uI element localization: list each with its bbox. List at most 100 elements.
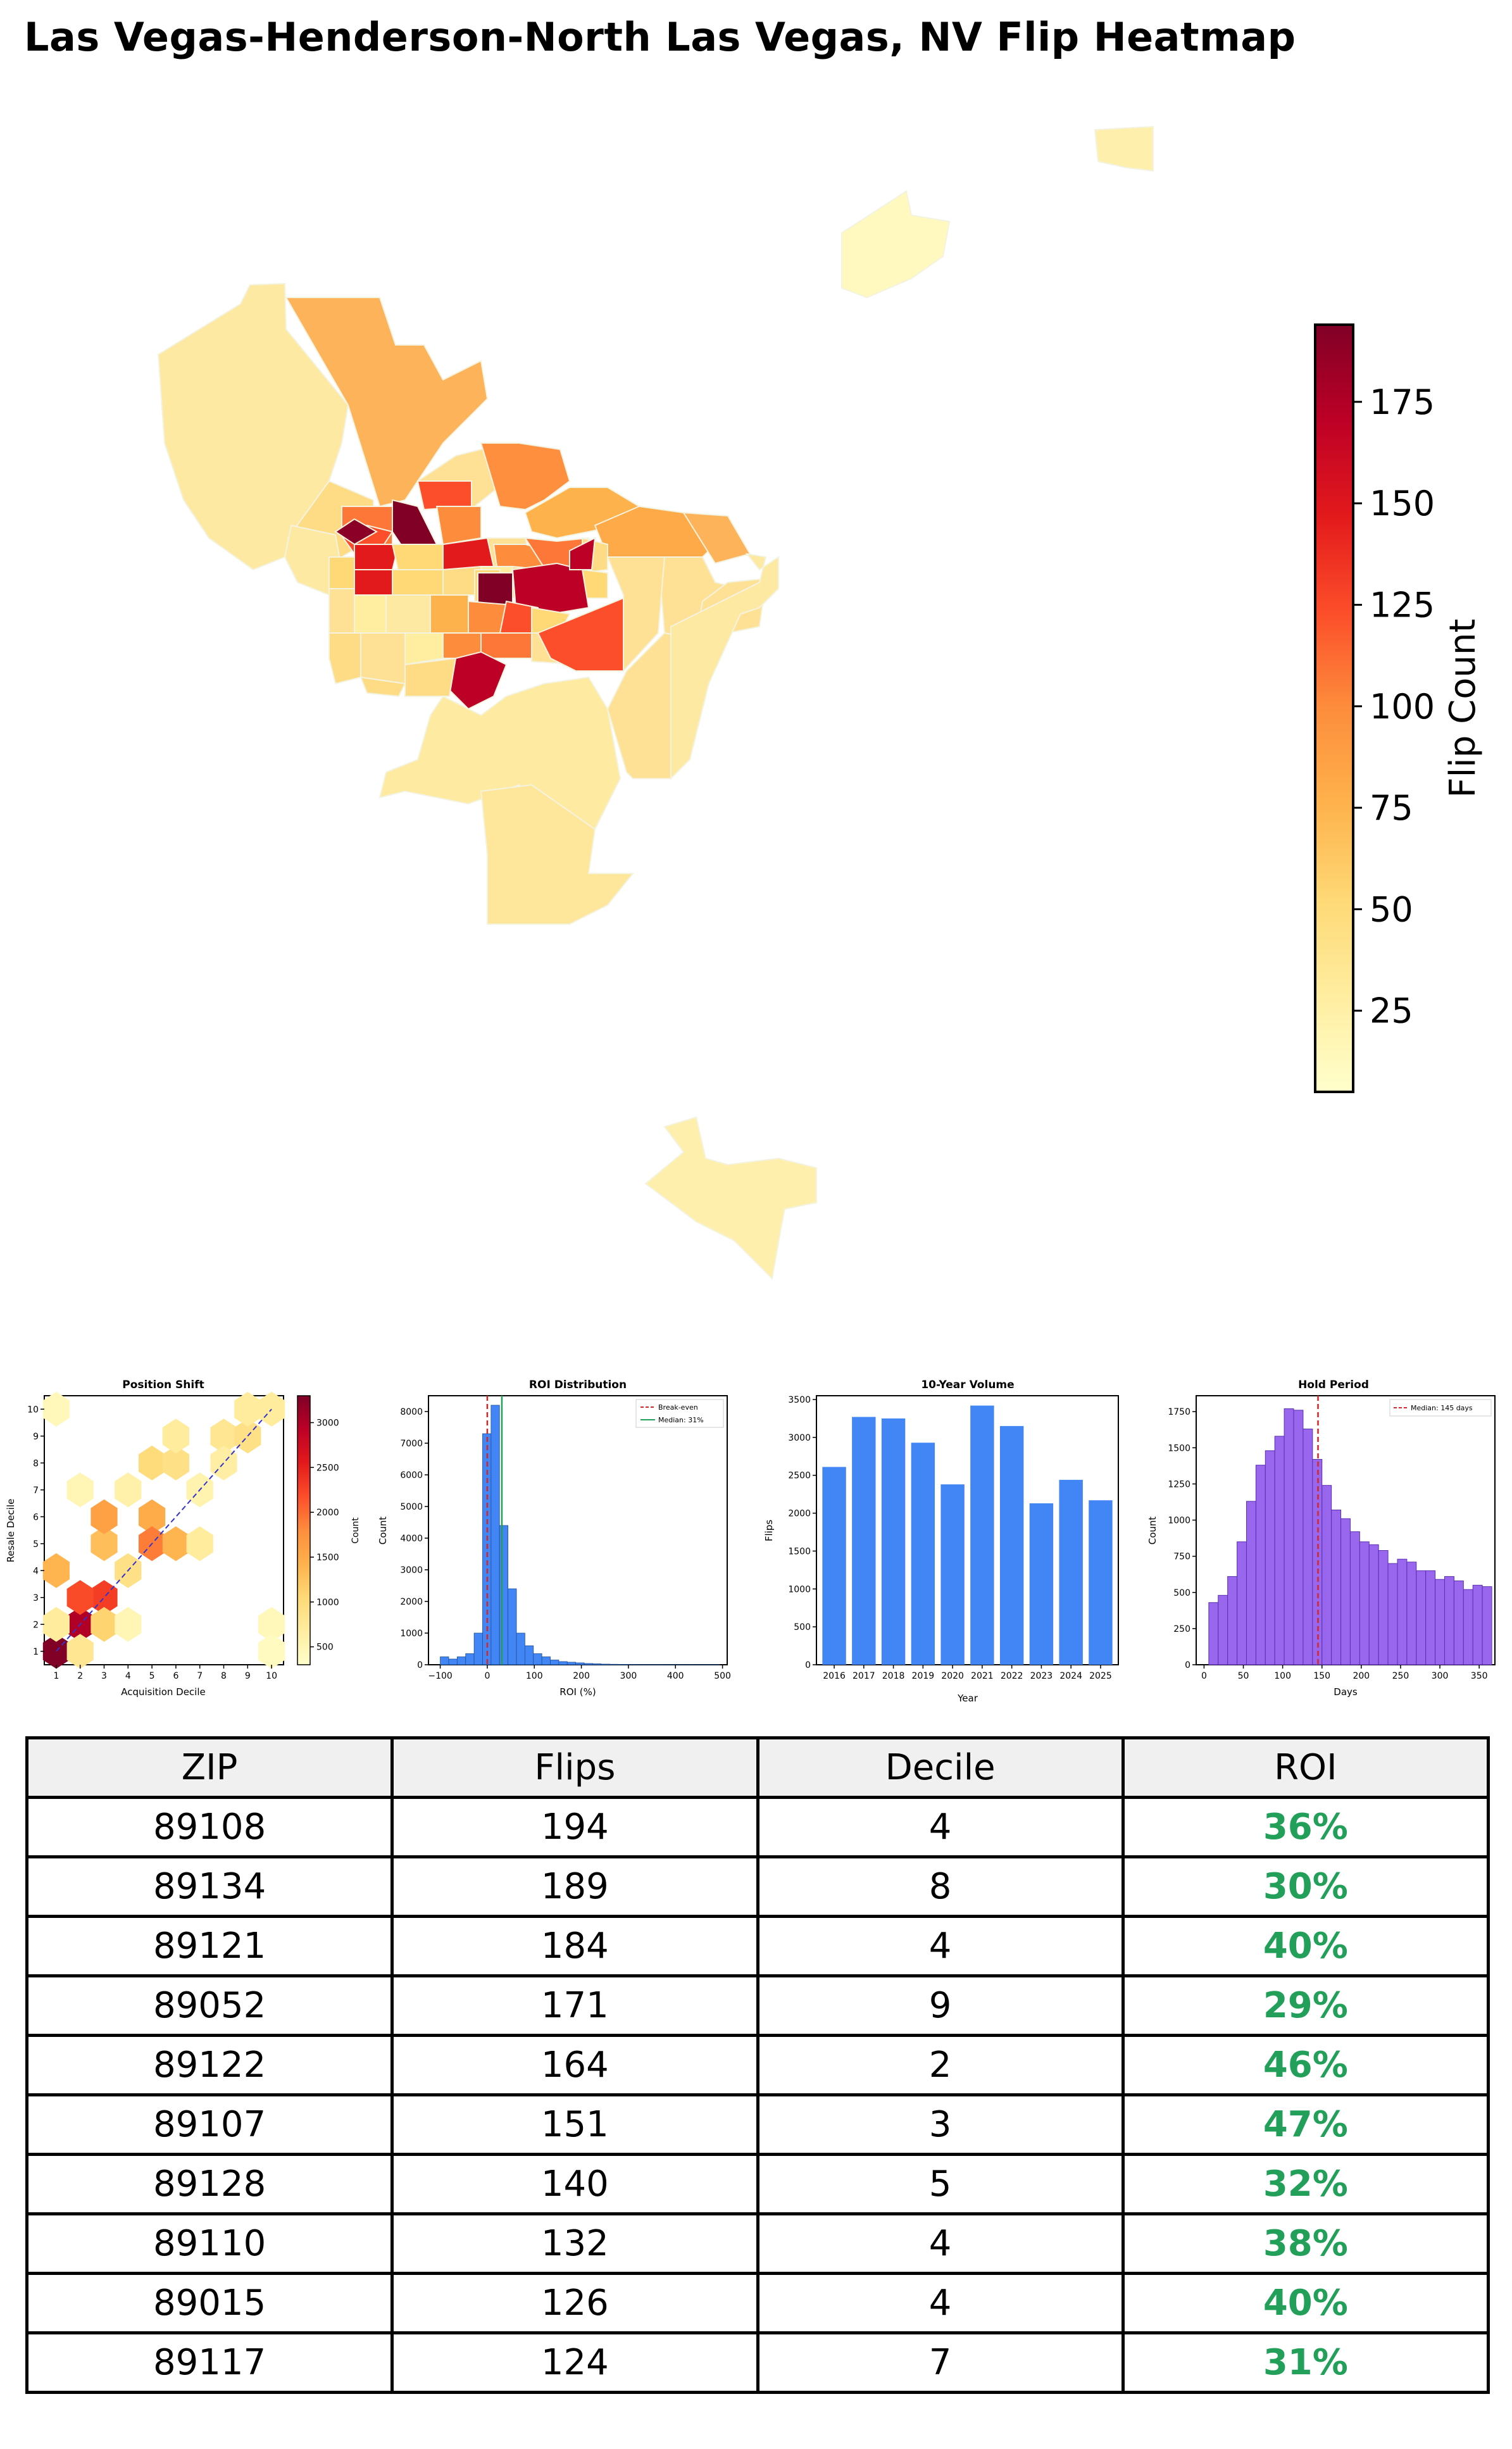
flips-cell: 164 — [390, 2034, 759, 2096]
table-row: 89117 124 7 31% — [25, 2331, 1490, 2394]
roi-bar — [456, 1657, 466, 1665]
hold-x-tick-label: 0 — [1201, 1671, 1207, 1681]
hold-x-tick-label: 50 — [1238, 1671, 1249, 1681]
roi-x-tick-label: 0 — [484, 1671, 490, 1681]
position-shift-xlabel: Acquisition Decile — [121, 1686, 206, 1698]
volume-y-tick-label: 3500 — [788, 1395, 811, 1405]
hold-bar — [1359, 1541, 1370, 1665]
map-region — [477, 572, 513, 605]
roi-y-tick-label: 1000 — [400, 1629, 423, 1639]
hold-bar — [1293, 1410, 1304, 1665]
table-header-decile: Decile — [756, 1736, 1125, 1799]
map-colorbar-label: Flip Count — [1442, 619, 1484, 798]
position-shift-hex — [115, 1607, 142, 1642]
position-shift-hex — [258, 1607, 285, 1642]
decile-cell: 4 — [756, 2272, 1125, 2334]
table-header-zip: ZIP — [25, 1736, 394, 1799]
zip-cell: 89117 — [25, 2331, 394, 2394]
roi-x-tick-label: 400 — [667, 1671, 684, 1681]
map-region — [391, 544, 444, 574]
flips-cell: 184 — [390, 1915, 759, 1977]
position-shift-colorbar-tick-label: 2500 — [316, 1463, 339, 1473]
position-shift-diagonal — [56, 1408, 272, 1652]
roi-bar — [508, 1588, 517, 1665]
map-region — [404, 632, 444, 666]
position-shift-hex — [42, 1553, 70, 1588]
position-shift-y-tick-label: 10 — [27, 1405, 39, 1415]
map-colorbar-tick-label: 25 — [1370, 991, 1413, 1031]
position-shift-x-tick-label: 9 — [245, 1671, 251, 1681]
hold-legend: Median: 145 days — [1389, 1399, 1492, 1417]
roi-y-tick-label: 5000 — [400, 1502, 423, 1512]
roi-distribution-chart: ROI Distribution −100 0 100 200 300 400 500010… — [377, 1379, 731, 1698]
roi-y-tick-label: 8000 — [400, 1407, 423, 1417]
position-shift-hex — [258, 1634, 285, 1669]
volume-bar — [1029, 1503, 1054, 1665]
decile-cell: 4 — [756, 2212, 1125, 2275]
volume-x-tick-label: 2018 — [882, 1671, 905, 1681]
hold-y-tick-label: 0 — [1185, 1660, 1190, 1670]
position-shift-x-tick-label: 2 — [77, 1671, 83, 1681]
hold-bar — [1463, 1589, 1473, 1665]
map-region — [569, 537, 596, 570]
volume-x-tick-label: 2017 — [853, 1671, 875, 1681]
flips-cell: 189 — [390, 1855, 759, 1918]
roi-bar — [558, 1661, 568, 1665]
decile-cell: 9 — [756, 1974, 1125, 2037]
map-region — [430, 594, 469, 634]
flips-cell: 140 — [390, 2153, 759, 2215]
hold-bar — [1425, 1570, 1436, 1665]
hold-y-tick-label: 250 — [1173, 1624, 1190, 1634]
roi-y-tick-label: 7000 — [400, 1439, 423, 1449]
map-region — [537, 597, 624, 672]
flips-cell: 126 — [390, 2272, 759, 2334]
roi-legend: Break-even Median: 31% — [635, 1399, 724, 1428]
map-region — [670, 553, 779, 780]
hold-title: Hold Period — [1298, 1379, 1369, 1391]
volume-title: 10-Year Volume — [921, 1379, 1014, 1391]
position-shift-hex — [162, 1526, 189, 1562]
volume-bar — [911, 1443, 935, 1665]
position-shift-hex — [210, 1419, 237, 1454]
hold-bar — [1208, 1602, 1219, 1665]
roi-legend-median: Median: 31% — [658, 1416, 704, 1424]
flips-cell: 124 — [390, 2331, 759, 2394]
map-region — [334, 518, 378, 546]
hold-bar — [1482, 1586, 1492, 1665]
hold-bar — [1331, 1510, 1342, 1665]
table-row: 89121 184 4 40% — [25, 1915, 1490, 1977]
map-region — [385, 594, 431, 634]
position-shift-colorbar — [297, 1395, 311, 1665]
roi-bar — [609, 1663, 618, 1665]
map-region — [841, 190, 951, 299]
volume-bar — [970, 1405, 994, 1665]
decile-cell: 2 — [756, 2034, 1125, 2096]
volume-y-tick-label: 1000 — [788, 1584, 811, 1594]
position-shift-colorbar-label: Count — [351, 1517, 361, 1544]
map-colorbar-tick-label: 75 — [1370, 788, 1413, 828]
volume-x-tick-label: 2016 — [823, 1671, 846, 1681]
position-shift-hex — [162, 1419, 189, 1454]
hold-y-tick-label: 750 — [1173, 1552, 1190, 1562]
volume-y-tick-label: 500 — [794, 1622, 811, 1632]
roi-cell: 29% — [1121, 1974, 1490, 2037]
roi-bar — [448, 1658, 458, 1665]
map-colorbar-tick-label: 100 — [1370, 687, 1435, 727]
hold-bar — [1444, 1576, 1454, 1665]
map-region — [480, 632, 532, 659]
position-shift-colorbar-tick-label: 500 — [316, 1643, 334, 1653]
position-shift-ylabel: Resale Decile — [5, 1499, 16, 1563]
zip-cell: 89108 — [25, 1796, 394, 1858]
flips-cell: 194 — [390, 1796, 759, 1858]
decile-cell: 8 — [756, 1855, 1125, 1918]
hold-y-tick-label: 500 — [1173, 1588, 1190, 1598]
choropleth-map — [157, 125, 1154, 1281]
zip-cell: 89128 — [25, 2153, 394, 2215]
table-header-flips: Flips — [390, 1736, 759, 1799]
decile-cell: 3 — [756, 2093, 1125, 2156]
map-region — [480, 784, 635, 925]
hold-bar — [1237, 1541, 1247, 1665]
volume-xlabel: Year — [957, 1693, 978, 1704]
map-region — [328, 632, 361, 685]
hold-bar — [1397, 1558, 1408, 1665]
